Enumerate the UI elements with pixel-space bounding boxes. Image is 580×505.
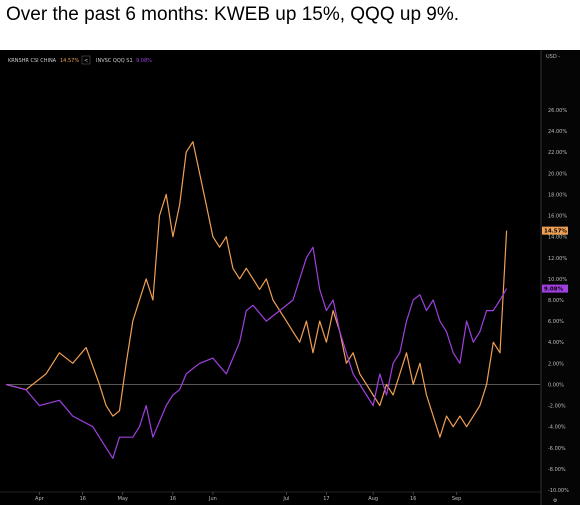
x-tick-label: Jun <box>208 496 217 502</box>
end-value-badge <box>542 284 568 293</box>
x-tick-label: Aug <box>368 496 378 502</box>
x-tick-label: Jul <box>282 496 289 502</box>
y-tick-label: 6.00% <box>548 319 564 325</box>
legend-value: 9.08% <box>136 58 152 64</box>
currency-label: USD - <box>546 54 560 60</box>
y-tick-label: 2.00% <box>548 361 564 367</box>
headline: Over the past 6 months: KWEB up 15%, QQQ… <box>6 4 460 25</box>
y-tick-label: 24.00% <box>548 129 567 135</box>
y-tick-label: 18.00% <box>548 192 567 198</box>
y-tick-label: -4.00% <box>548 425 566 431</box>
legend-name: INVSC QQQ S1 <box>96 58 133 64</box>
gear-icon: ⚙ <box>553 498 558 504</box>
x-tick-label: 17 <box>323 496 329 502</box>
y-tick-label: 20.00% <box>548 171 567 177</box>
x-tick-label: 16 <box>410 496 416 502</box>
series-line-krnshr <box>5 141 508 438</box>
x-tick-label: 16 <box>80 496 86 502</box>
y-axis-panel <box>541 50 580 505</box>
series-line-qqq <box>5 246 508 459</box>
legend-value: 14.57% <box>60 58 79 64</box>
end-value-label: 14.57% <box>544 229 567 235</box>
y-tick-label: 8.00% <box>548 298 564 304</box>
y-tick-label: 10.00% <box>548 277 567 283</box>
legend-name: KRNSHR CSI CHINA <box>8 58 57 64</box>
x-tick-label: 16 <box>170 496 176 502</box>
y-tick-label: 12.00% <box>548 256 567 262</box>
y-tick-label: -2.00% <box>548 404 566 410</box>
x-tick-label: Apr <box>35 496 45 502</box>
line-chart: USD - 26.00% 24.00% 22.00% 20.00% 18.00% 16.00… <box>0 50 580 505</box>
y-tick-label: -10.00% <box>548 488 569 494</box>
chart-panel: USD - 26.00% 24.00% 22.00% 20.00% 18.00% 16.00… <box>0 50 580 505</box>
end-value-label: 9.08% <box>544 287 564 293</box>
x-tick-label: May <box>118 496 128 502</box>
y-tick-label: -6.00% <box>548 446 566 452</box>
y-tick-label: 16.00% <box>548 214 567 220</box>
y-tick-label: 26.00% <box>548 108 567 114</box>
y-tick-label: -8.00% <box>548 467 566 473</box>
y-tick-label: 4.00% <box>548 340 564 346</box>
y-tick-label: 22.00% <box>548 150 567 156</box>
nav-button <box>81 55 91 65</box>
chevron-left-icon: < <box>84 58 88 64</box>
end-value-badge <box>542 226 568 235</box>
x-tick-label: Sep <box>452 496 461 502</box>
y-tick-label: 0.00% <box>548 382 564 388</box>
y-tick-label: 14.00% <box>548 235 567 241</box>
